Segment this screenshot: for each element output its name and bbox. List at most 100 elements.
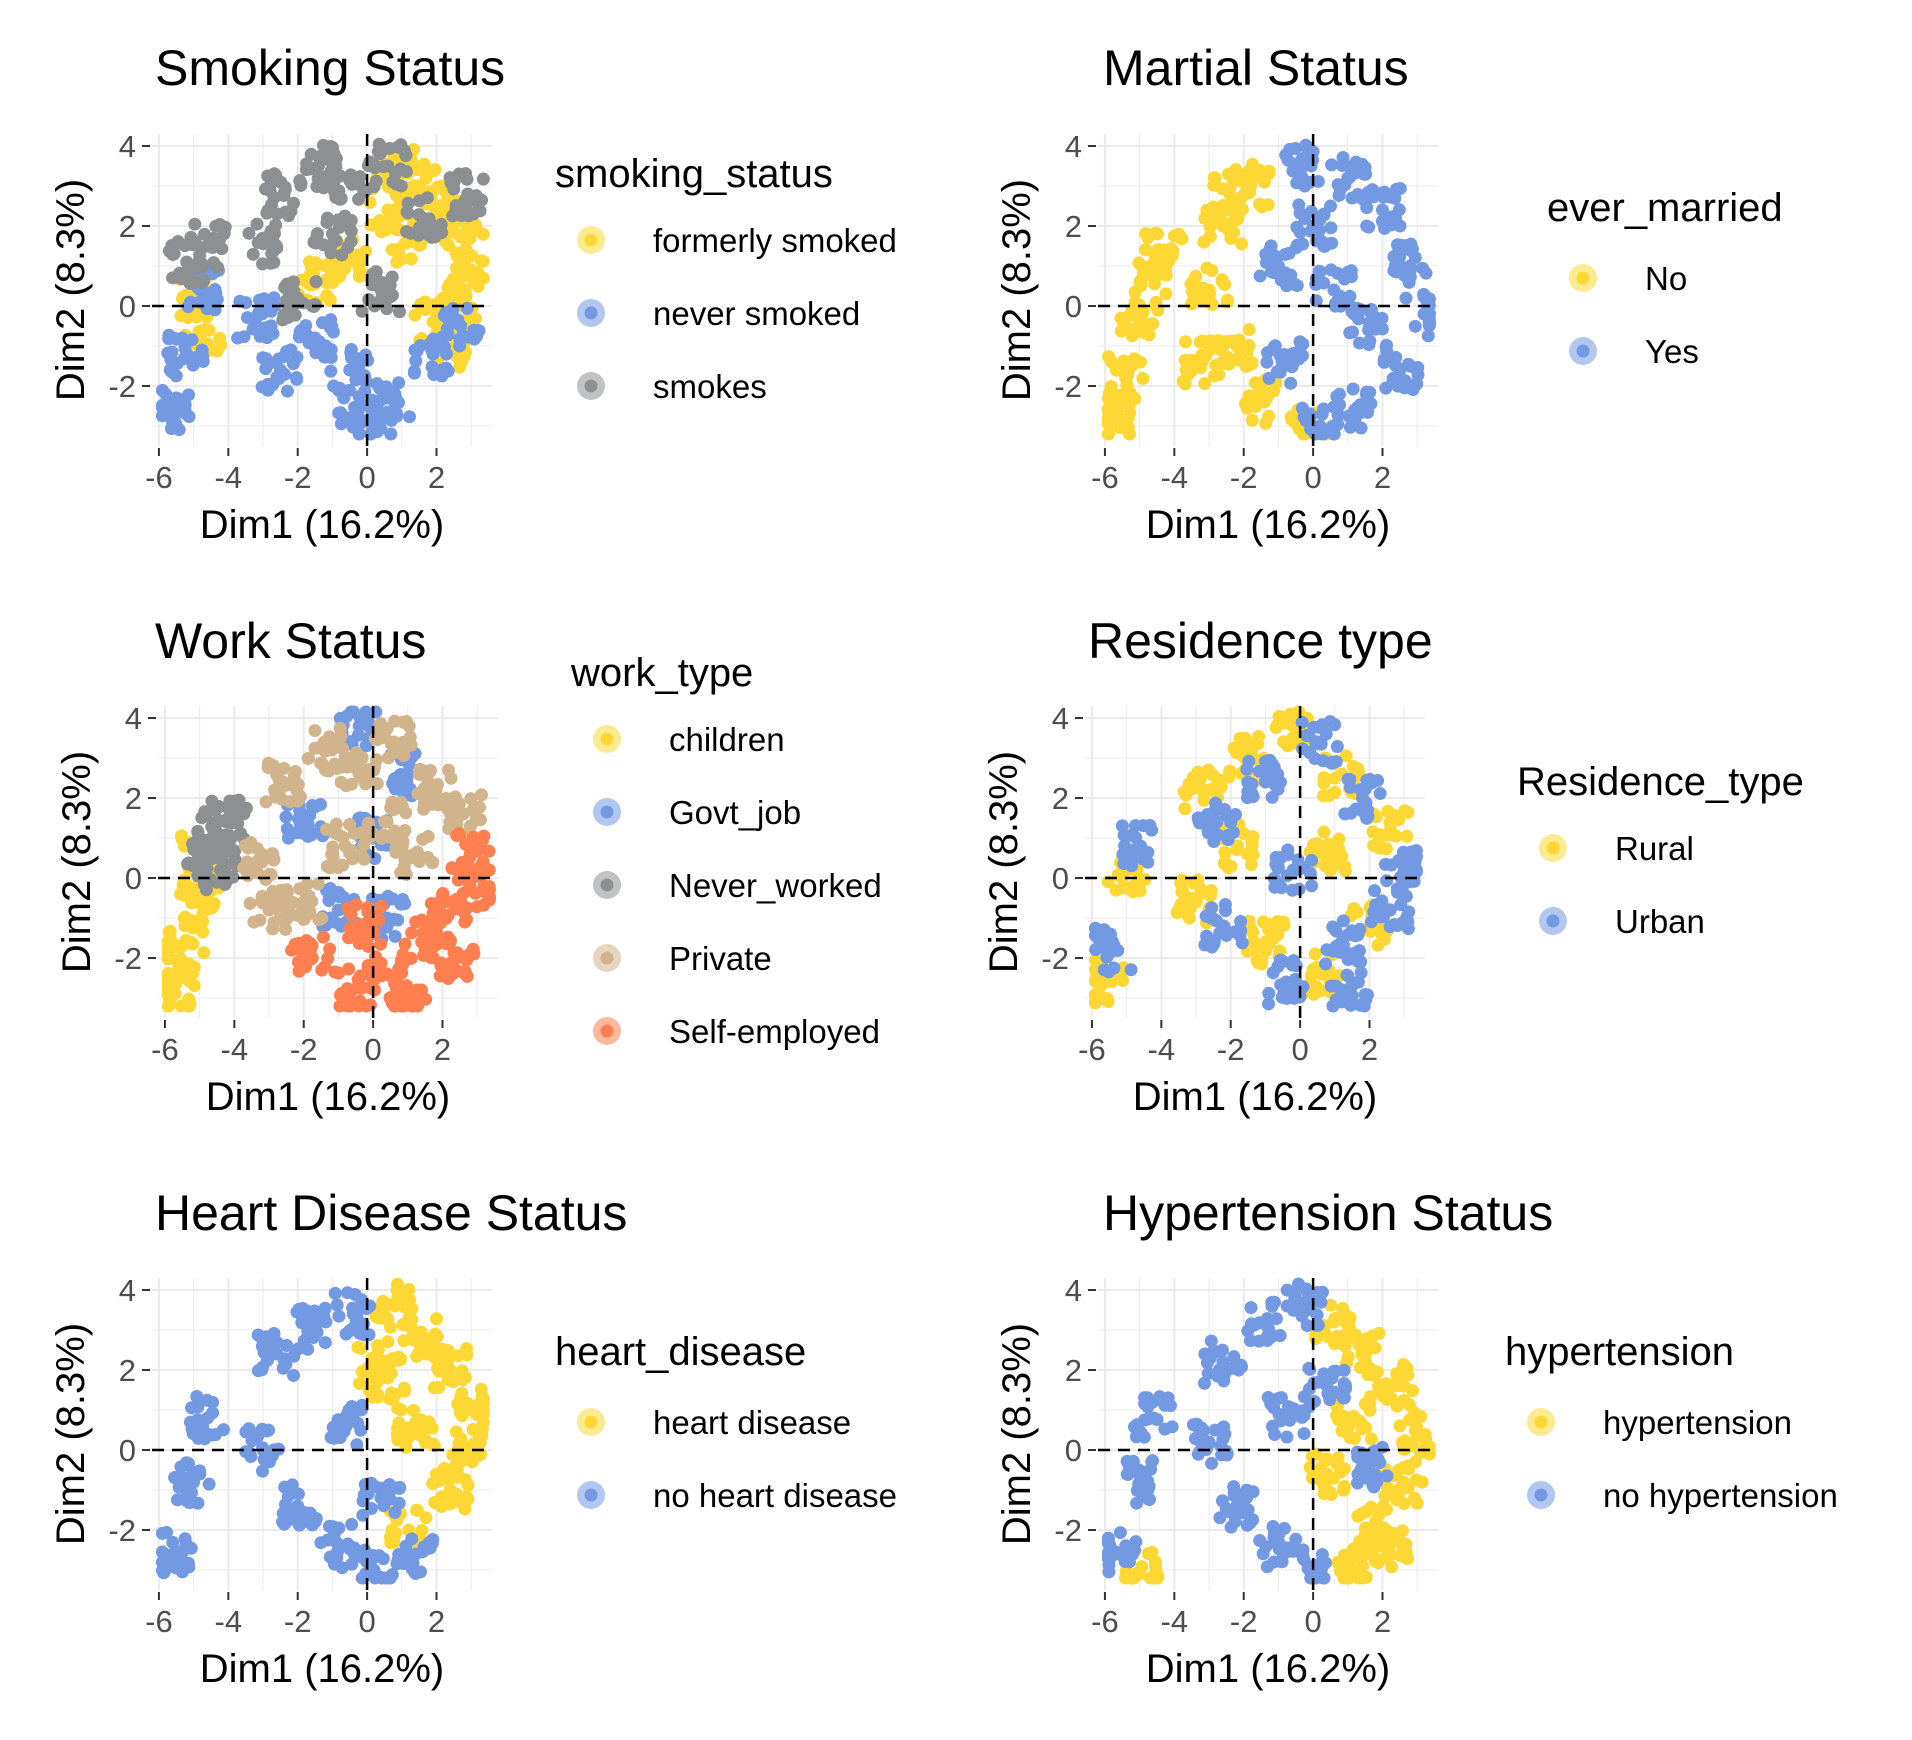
data-point [1384,816,1398,830]
legend-key-dot [1546,841,1560,855]
data-point [241,841,255,855]
data-point [318,960,332,974]
data-point [388,929,402,943]
legend-label: Private [669,940,772,977]
data-point [162,328,176,342]
data-point [1276,915,1290,929]
data-point [432,895,446,909]
data-point [1345,975,1359,989]
legend-key-dot [584,306,598,320]
data-point [231,331,245,345]
data-point [400,225,414,239]
data-point [441,1354,455,1368]
data-point [1301,1286,1315,1300]
data-point [191,1496,205,1510]
data-point [1100,992,1114,1006]
data-point [1343,420,1357,434]
data-point [1101,416,1115,430]
data-point [332,406,346,420]
data-point [1409,863,1423,877]
data-point [305,951,319,965]
data-point [452,827,466,841]
data-point [1122,1555,1136,1569]
data-point [322,894,336,908]
legend-title: Residence_type [1517,760,1804,804]
data-point [476,227,490,241]
data-point [1330,401,1344,415]
data-point [1252,729,1266,743]
data-point [1290,238,1304,252]
data-point [1188,272,1202,286]
data-point [365,393,379,407]
data-point [177,911,191,925]
y-tick-label: 2 [1052,781,1069,816]
data-point [1338,1339,1352,1353]
data-point [266,884,280,898]
data-point [332,184,346,198]
legend-label: Self-employed [669,1013,880,1050]
data-point [1405,1384,1419,1398]
data-point [1259,944,1273,958]
data-point [1360,201,1374,215]
data-point [1333,182,1347,196]
data-point [1122,1459,1136,1473]
data-point [412,208,426,222]
data-point [1167,229,1181,243]
data-point [241,859,255,873]
data-point [206,1395,220,1409]
legend-title: heart_disease [555,1330,806,1374]
data-point [417,782,431,796]
data-point [394,963,408,977]
data-point [1221,167,1235,181]
data-point [1370,1474,1384,1488]
data-point [202,323,216,337]
data-point [1129,1430,1143,1444]
data-point [369,705,383,719]
legend-label: smokes [653,368,767,405]
data-point [1351,1509,1365,1523]
data-point [475,788,489,802]
data-point [1379,340,1393,354]
data-point [1287,1402,1301,1416]
data-point [423,216,437,230]
legend-key-dot [600,951,614,965]
data-point [161,999,175,1013]
legend-title: smoking_status [555,152,833,196]
data-point [1392,1486,1406,1500]
data-point [1291,1277,1305,1291]
data-point [276,1506,290,1520]
data-point [397,859,411,873]
data-point [170,1493,184,1507]
legend-label: No [1645,260,1687,297]
data-point [197,854,211,868]
data-point [435,1490,449,1504]
data-point [458,285,472,299]
data-point [285,943,299,957]
series-2 [181,793,253,897]
data-point [469,194,483,208]
legend-title: hypertension [1505,1330,1734,1374]
data-point [259,795,273,809]
data-point [1204,334,1218,348]
data-point [1377,185,1391,199]
data-point [335,760,349,774]
data-point [288,297,302,311]
data-point [361,714,375,728]
panel-title: Smoking Status [155,40,505,96]
data-point [193,1429,207,1443]
data-point [468,312,482,326]
data-point [1401,915,1415,929]
data-point [164,353,178,367]
y-tick-label: -2 [108,1513,136,1548]
data-point [192,1467,206,1481]
legend-entry: No [1569,260,1687,297]
data-point [303,334,317,348]
data-point [1347,1432,1361,1446]
data-point [253,913,267,927]
data-point [204,872,218,886]
data-point [333,730,347,744]
data-point [175,832,189,846]
data-point [1234,924,1248,938]
points [1101,1277,1436,1585]
data-point [368,1363,382,1377]
